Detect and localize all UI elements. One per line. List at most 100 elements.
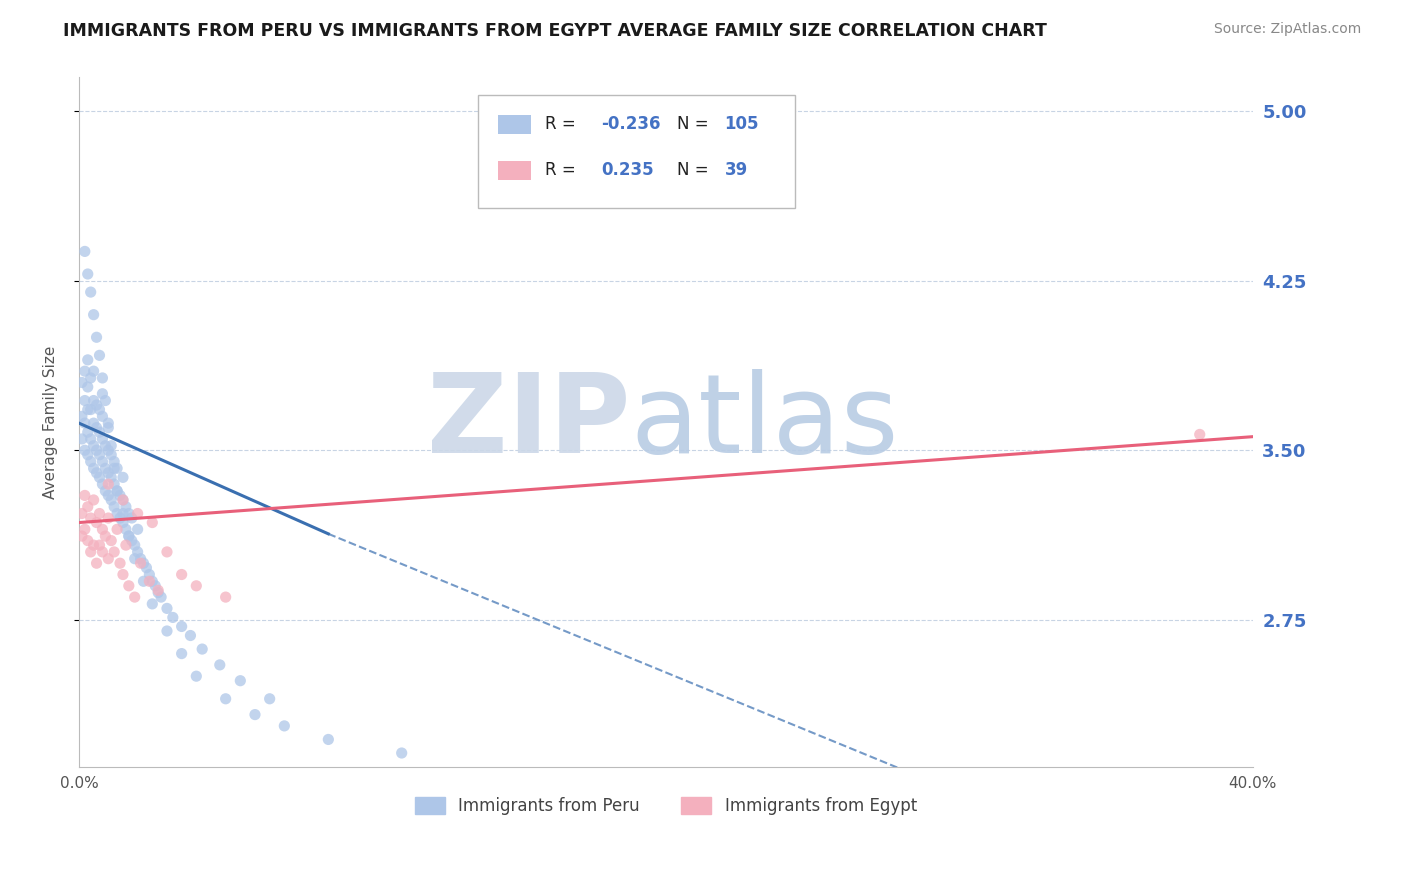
Point <box>135 560 157 574</box>
Point <box>80 371 103 385</box>
Point <box>111 492 134 507</box>
Y-axis label: Average Family Size: Average Family Size <box>44 345 58 499</box>
Point <box>83 439 105 453</box>
Point <box>91 432 114 446</box>
Point <box>97 488 120 502</box>
Text: -0.236: -0.236 <box>602 115 661 133</box>
Point <box>83 538 105 552</box>
Point <box>105 522 128 536</box>
Point <box>124 538 146 552</box>
Point <box>108 556 131 570</box>
Point <box>89 348 111 362</box>
Point <box>89 425 111 439</box>
Point <box>83 492 105 507</box>
Point <box>150 590 173 604</box>
Point <box>191 642 214 657</box>
Text: IMMIGRANTS FROM PERU VS IMMIGRANTS FROM EGYPT AVERAGE FAMILY SIZE CORRELATION CH: IMMIGRANTS FROM PERU VS IMMIGRANTS FROM … <box>63 22 1047 40</box>
Point <box>91 477 114 491</box>
Point <box>156 624 179 638</box>
Point <box>89 448 111 462</box>
Point <box>80 511 103 525</box>
Point <box>170 647 193 661</box>
Text: 39: 39 <box>724 161 748 179</box>
Point <box>111 516 134 530</box>
Point <box>80 432 103 446</box>
Point <box>108 488 131 502</box>
Point <box>214 691 236 706</box>
Point <box>1188 427 1211 442</box>
Point <box>73 416 96 430</box>
Point <box>91 371 114 385</box>
Point <box>89 402 111 417</box>
Point <box>115 500 138 514</box>
Point <box>86 420 108 434</box>
Point <box>73 393 96 408</box>
Point <box>186 669 208 683</box>
Point <box>76 402 98 417</box>
Point <box>97 466 120 480</box>
FancyBboxPatch shape <box>498 161 531 180</box>
Text: Source: ZipAtlas.com: Source: ZipAtlas.com <box>1213 22 1361 37</box>
Point <box>118 507 141 521</box>
Point <box>73 522 96 536</box>
Point <box>118 529 141 543</box>
Point <box>97 420 120 434</box>
Point <box>76 425 98 439</box>
Point <box>127 522 149 536</box>
Point <box>229 673 252 688</box>
Point <box>105 507 128 521</box>
Point <box>70 376 93 390</box>
Point <box>86 556 108 570</box>
Point <box>273 719 295 733</box>
Point <box>89 507 111 521</box>
Point <box>103 500 125 514</box>
Point <box>146 583 169 598</box>
Point <box>138 574 160 589</box>
Point <box>89 470 111 484</box>
Point <box>80 285 103 299</box>
Point <box>129 556 152 570</box>
Point <box>124 590 146 604</box>
Point <box>83 308 105 322</box>
Point <box>179 628 201 642</box>
Point <box>208 657 231 672</box>
Point <box>186 579 208 593</box>
Point <box>127 545 149 559</box>
Point <box>73 443 96 458</box>
Point <box>97 551 120 566</box>
Point <box>105 461 128 475</box>
Point <box>105 483 128 498</box>
Text: ZIP: ZIP <box>427 368 630 475</box>
Point <box>83 364 105 378</box>
Point <box>91 386 114 401</box>
Point <box>156 601 179 615</box>
Text: R =: R = <box>546 161 581 179</box>
Point <box>76 533 98 548</box>
Point <box>83 393 105 408</box>
Point <box>76 267 98 281</box>
Point <box>73 244 96 259</box>
Point <box>115 522 138 536</box>
Point <box>83 461 105 475</box>
Point <box>111 567 134 582</box>
Point <box>214 590 236 604</box>
Point <box>97 477 120 491</box>
Point <box>170 567 193 582</box>
Point <box>124 551 146 566</box>
Point <box>94 439 117 453</box>
Point <box>141 574 163 589</box>
Point <box>100 470 122 484</box>
Text: R =: R = <box>546 115 581 133</box>
Point <box>91 522 114 536</box>
Point <box>97 443 120 458</box>
Point <box>162 610 184 624</box>
Point <box>76 448 98 462</box>
Point <box>170 619 193 633</box>
Point <box>76 380 98 394</box>
Point <box>70 432 93 446</box>
Point <box>91 409 114 424</box>
Point <box>103 461 125 475</box>
Point <box>97 511 120 525</box>
Point <box>103 545 125 559</box>
Point <box>76 500 98 514</box>
